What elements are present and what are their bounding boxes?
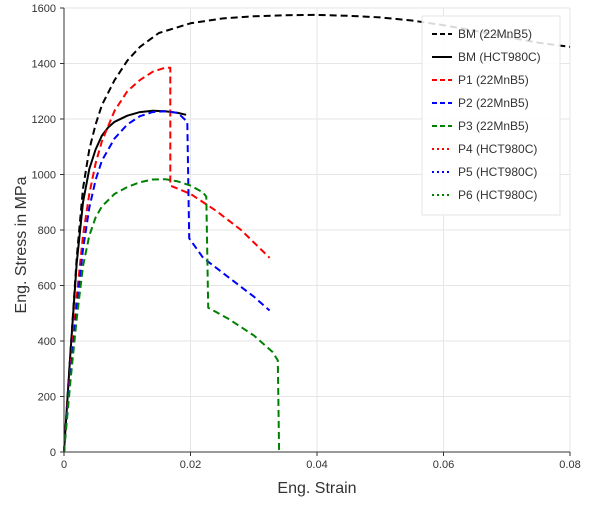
x-tick-label: 0.04 (306, 459, 327, 471)
legend-label-6: P4 (HCT980C) (458, 142, 537, 156)
legend-label-2: BM (HCT980C) (458, 50, 541, 64)
legend-label-4: P2 (22MnB5) (458, 96, 529, 110)
y-axis-label: Eng. Stress in MPa (13, 176, 30, 313)
series-lines (63, 13, 571, 453)
legend-box (421, 15, 561, 216)
legend-label-7: P5 (HCT980C) (458, 165, 537, 179)
legend-label-3: P1 (22MnB5) (458, 73, 529, 87)
x-tick-label: 0 (61, 459, 67, 471)
x-tick-label: 0.06 (433, 459, 454, 471)
series-line-3 (63, 66, 271, 453)
y-tick-label: 1200 (32, 114, 56, 126)
x-tick-label: 0.08 (559, 459, 580, 471)
series-line-1 (63, 13, 571, 453)
y-tick-label: 600 (38, 281, 56, 293)
series-line-4 (63, 110, 271, 453)
y-tick-label: 200 (38, 392, 56, 404)
y-tick-label: 1000 (32, 170, 56, 182)
legend: BM (22MnB5) BM (HCT980C) P1 (22MnB5) P2 (22… (421, 15, 561, 216)
x-tick-label: 0.02 (180, 459, 201, 471)
tick-labels: 0 0.02 0.04 0.06 0.08 0 200 400 600 800 1000 1200 14… (32, 3, 581, 471)
legend-label-5: P3 (22MnB5) (458, 119, 529, 133)
y-tick-label: 800 (38, 225, 56, 237)
y-tick-label: 1600 (32, 3, 56, 15)
y-tick-label: 1400 (32, 59, 56, 71)
x-axis-label: Eng. Strain (277, 480, 356, 497)
y-tick-label: 0 (50, 447, 56, 459)
legend-label-8: P6 (HCT980C) (458, 188, 537, 202)
series-line-5 (63, 178, 281, 453)
y-tick-label: 400 (38, 336, 56, 348)
legend-label-1: BM (22MnB5) (458, 27, 532, 41)
